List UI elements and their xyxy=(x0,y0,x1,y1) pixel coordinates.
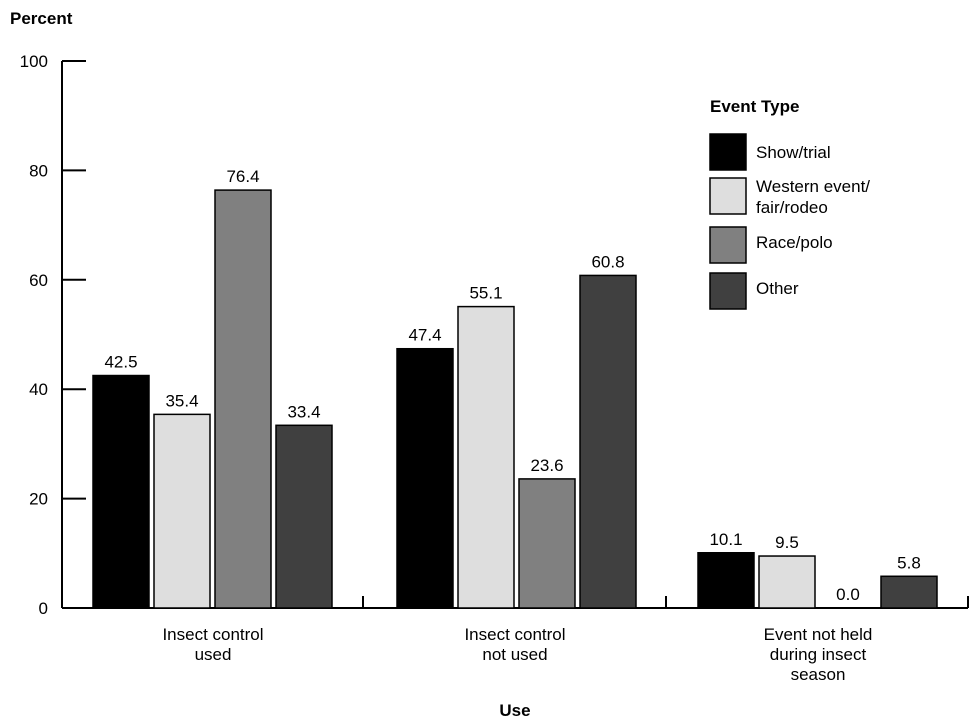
legend-title: Event Type xyxy=(710,97,799,116)
bar xyxy=(457,305,515,609)
y-tick-label: 40 xyxy=(29,380,48,399)
data-label: 60.8 xyxy=(591,252,624,271)
category-label: Insect control used xyxy=(162,625,263,664)
data-label: 5.8 xyxy=(897,553,921,572)
legend-label: Other xyxy=(756,279,799,298)
y-tick-label: 80 xyxy=(29,161,48,180)
data-label: 9.5 xyxy=(775,533,799,552)
data-label: 76.4 xyxy=(226,167,259,186)
bar xyxy=(92,374,150,609)
bar xyxy=(214,189,272,609)
data-label: 0.0 xyxy=(836,585,860,604)
bar xyxy=(275,424,333,609)
bars: 42.5 47.4 10.1 35.4 55.1 9.5 76.4 23.6 0.0 33.4 60… xyxy=(92,167,938,609)
data-label: 23.6 xyxy=(530,456,563,475)
data-label: 42.5 xyxy=(104,353,137,372)
axes: 0 20 40 60 80 100 Insect control used Insect con… xyxy=(20,52,969,684)
y-tick-label: 20 xyxy=(29,490,48,509)
legend-swatch xyxy=(709,226,747,264)
legend: Show/trial Western event/fair/rodeo Race/p… xyxy=(709,133,870,310)
data-label: 55.1 xyxy=(469,284,502,303)
legend-label: Show/trial xyxy=(756,143,831,162)
legend-label: Western event/fair/rodeo xyxy=(756,177,870,217)
bar xyxy=(518,478,576,609)
legend-swatch xyxy=(709,133,747,171)
bar xyxy=(880,575,938,609)
data-label: 35.4 xyxy=(165,391,198,410)
legend-label: Race/polo xyxy=(756,233,833,252)
x-axis-title: Use xyxy=(499,701,530,720)
y-tick-label: 60 xyxy=(29,271,48,290)
y-tick-label: 0 xyxy=(39,599,48,618)
category-label: Event not held during insect season xyxy=(764,625,873,684)
legend-swatch xyxy=(709,272,747,310)
legend-swatch xyxy=(709,177,747,215)
bar xyxy=(579,274,637,609)
data-label: 47.4 xyxy=(408,326,441,345)
data-label: 10.1 xyxy=(709,530,742,549)
bar xyxy=(153,413,211,609)
data-label: 33.4 xyxy=(287,402,320,421)
y-axis-title: Percent xyxy=(10,9,73,28)
category-label: Insect control not used xyxy=(464,625,565,664)
y-tick-label: 100 xyxy=(20,52,48,71)
bar xyxy=(697,552,755,609)
bar xyxy=(758,555,816,609)
bar xyxy=(396,347,454,609)
